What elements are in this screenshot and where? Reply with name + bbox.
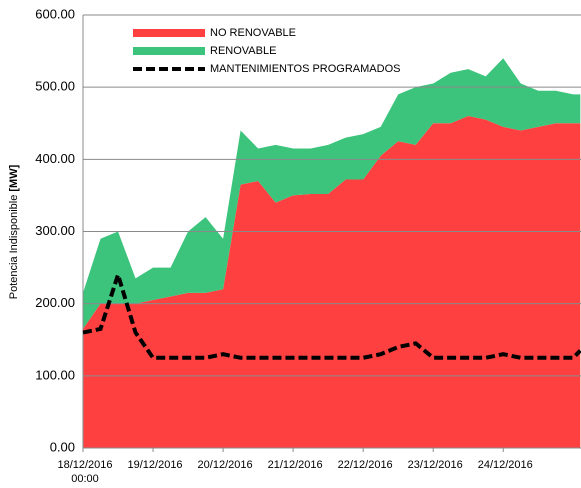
x-tick-label: 22/12/2016 — [338, 459, 393, 471]
legend-label: NO RENOVABLE — [210, 27, 296, 39]
y-tick-label: 0.00 — [50, 439, 75, 454]
y-label-unit: [MW] — [8, 164, 20, 191]
y-axis-title: Potencia Indisponible [MW] — [8, 164, 20, 299]
x-tick-label: 24/12/2016 — [478, 459, 533, 471]
legend-label: RENOVABLE — [210, 45, 276, 57]
y-label: Potencia Indisponible — [8, 192, 20, 300]
y-tick-label: 300.00 — [35, 223, 75, 238]
y-tick-label: 500.00 — [35, 79, 75, 94]
x-tick-label: 19/12/2016 — [128, 459, 183, 471]
y-tick-label: 200.00 — [35, 295, 75, 310]
area — [83, 58, 581, 329]
x-tick-label: 18/12/2016 — [57, 459, 112, 471]
y-tick-label: 100.00 — [35, 367, 75, 382]
x-first-time: 00:00 — [71, 473, 99, 485]
line — [82, 268, 581, 360]
legend-swatch — [133, 29, 205, 37]
x-tick-label: 21/12/2016 — [268, 459, 323, 471]
legend-label: MANTENIMIENTOS PROGRAMADOS — [210, 63, 400, 75]
y-tick-label: 400.00 — [35, 151, 75, 166]
area — [83, 116, 581, 449]
x-tick-label: 23/12/2016 — [408, 459, 463, 471]
y-tick-label: 600.00 — [35, 6, 75, 21]
x-tick-label: 20/12/2016 — [198, 459, 253, 471]
legend-swatch — [133, 47, 205, 55]
